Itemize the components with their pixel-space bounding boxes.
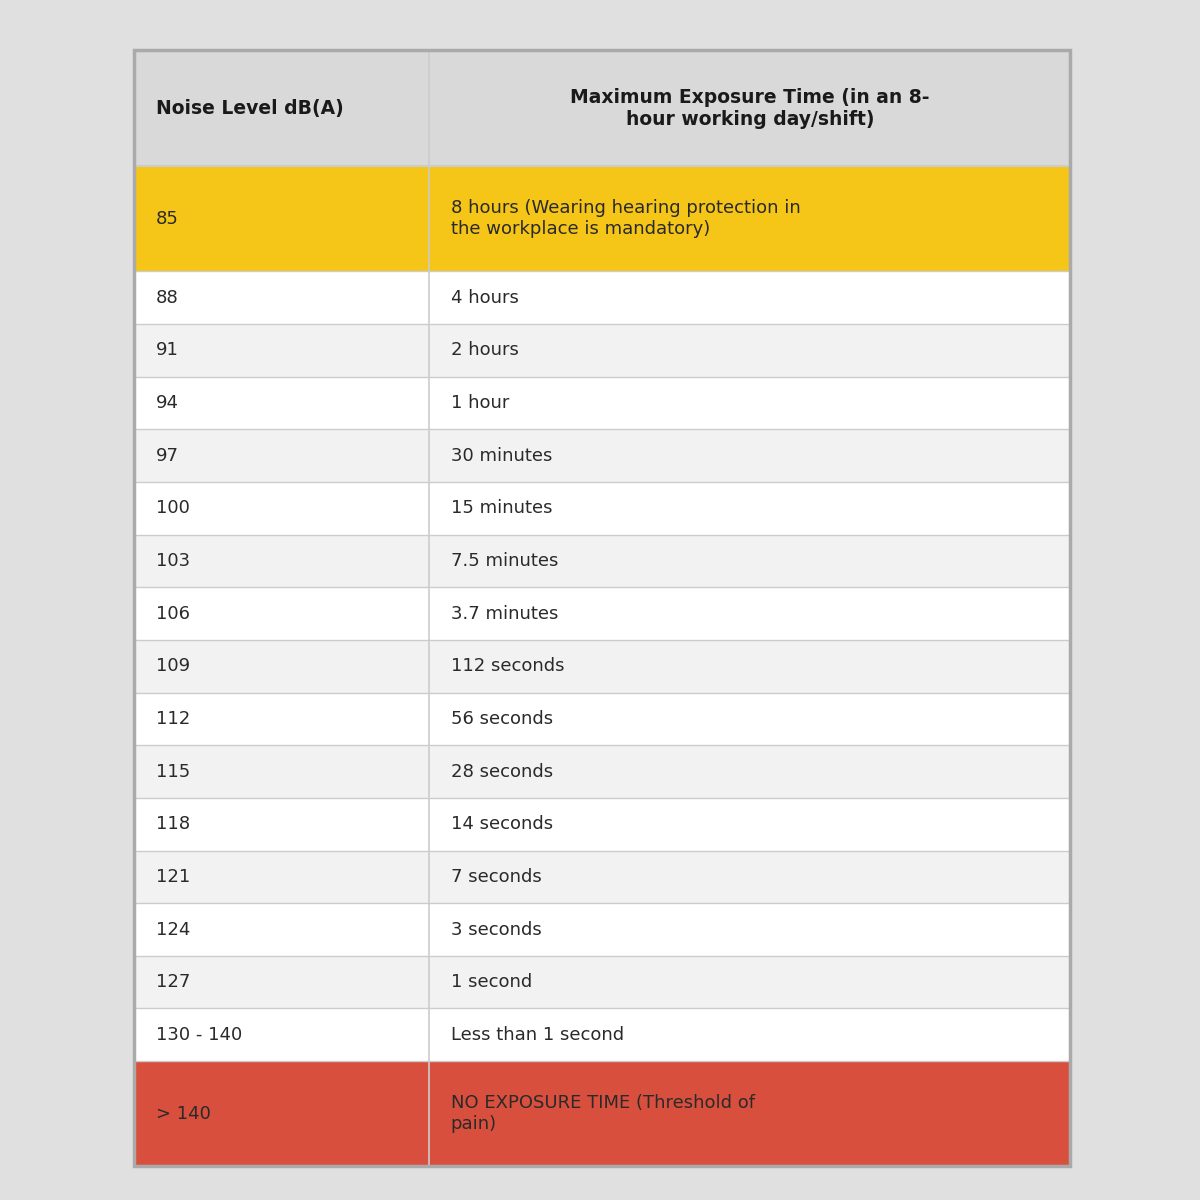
Text: 94: 94 bbox=[156, 394, 179, 412]
Text: 7 seconds: 7 seconds bbox=[451, 868, 541, 886]
Text: 4 hours: 4 hours bbox=[451, 289, 518, 307]
Bar bbox=[134, 904, 1070, 956]
Text: 85: 85 bbox=[156, 210, 179, 228]
Bar bbox=[134, 482, 1070, 535]
Text: > 140: > 140 bbox=[156, 1105, 211, 1123]
Text: Less than 1 second: Less than 1 second bbox=[451, 1026, 624, 1044]
Bar bbox=[134, 1061, 1070, 1166]
Text: 115: 115 bbox=[156, 762, 191, 780]
Text: 130 - 140: 130 - 140 bbox=[156, 1026, 242, 1044]
Bar bbox=[134, 851, 1070, 904]
Text: 14 seconds: 14 seconds bbox=[451, 815, 553, 833]
Bar bbox=[134, 167, 1070, 271]
Text: 2 hours: 2 hours bbox=[451, 342, 518, 360]
Text: 3 seconds: 3 seconds bbox=[451, 920, 541, 938]
Bar bbox=[134, 324, 1070, 377]
Text: 91: 91 bbox=[156, 342, 179, 360]
Text: 3.7 minutes: 3.7 minutes bbox=[451, 605, 558, 623]
Text: 112 seconds: 112 seconds bbox=[451, 658, 564, 676]
Bar bbox=[134, 535, 1070, 587]
Bar bbox=[134, 271, 1070, 324]
Bar bbox=[134, 50, 1070, 1166]
Text: 109: 109 bbox=[156, 658, 190, 676]
Bar bbox=[134, 377, 1070, 430]
Text: 1 hour: 1 hour bbox=[451, 394, 509, 412]
Text: Maximum Exposure Time (in an 8-
hour working day/shift): Maximum Exposure Time (in an 8- hour wor… bbox=[570, 88, 930, 128]
Text: 30 minutes: 30 minutes bbox=[451, 446, 552, 464]
Bar bbox=[134, 798, 1070, 851]
Text: 8 hours (Wearing hearing protection in
the workplace is mandatory): 8 hours (Wearing hearing protection in t… bbox=[451, 199, 800, 239]
Text: 121: 121 bbox=[156, 868, 191, 886]
Text: 118: 118 bbox=[156, 815, 190, 833]
Text: 127: 127 bbox=[156, 973, 191, 991]
Text: 112: 112 bbox=[156, 710, 191, 728]
Text: 97: 97 bbox=[156, 446, 179, 464]
Text: 106: 106 bbox=[156, 605, 190, 623]
Text: 7.5 minutes: 7.5 minutes bbox=[451, 552, 558, 570]
Text: 1 second: 1 second bbox=[451, 973, 532, 991]
Bar bbox=[134, 956, 1070, 1008]
Text: 103: 103 bbox=[156, 552, 190, 570]
Bar bbox=[134, 50, 1070, 167]
Text: 15 minutes: 15 minutes bbox=[451, 499, 552, 517]
Text: 88: 88 bbox=[156, 289, 179, 307]
Bar bbox=[134, 50, 1070, 1166]
Bar bbox=[134, 430, 1070, 482]
Bar bbox=[134, 1008, 1070, 1061]
Text: Noise Level dB(A): Noise Level dB(A) bbox=[156, 98, 343, 118]
Bar bbox=[134, 692, 1070, 745]
Bar bbox=[134, 745, 1070, 798]
Text: NO EXPOSURE TIME (Threshold of
pain): NO EXPOSURE TIME (Threshold of pain) bbox=[451, 1094, 755, 1133]
Text: 100: 100 bbox=[156, 499, 190, 517]
Bar bbox=[134, 640, 1070, 692]
Text: 28 seconds: 28 seconds bbox=[451, 762, 553, 780]
Text: 56 seconds: 56 seconds bbox=[451, 710, 553, 728]
Text: 124: 124 bbox=[156, 920, 191, 938]
Bar bbox=[134, 587, 1070, 640]
